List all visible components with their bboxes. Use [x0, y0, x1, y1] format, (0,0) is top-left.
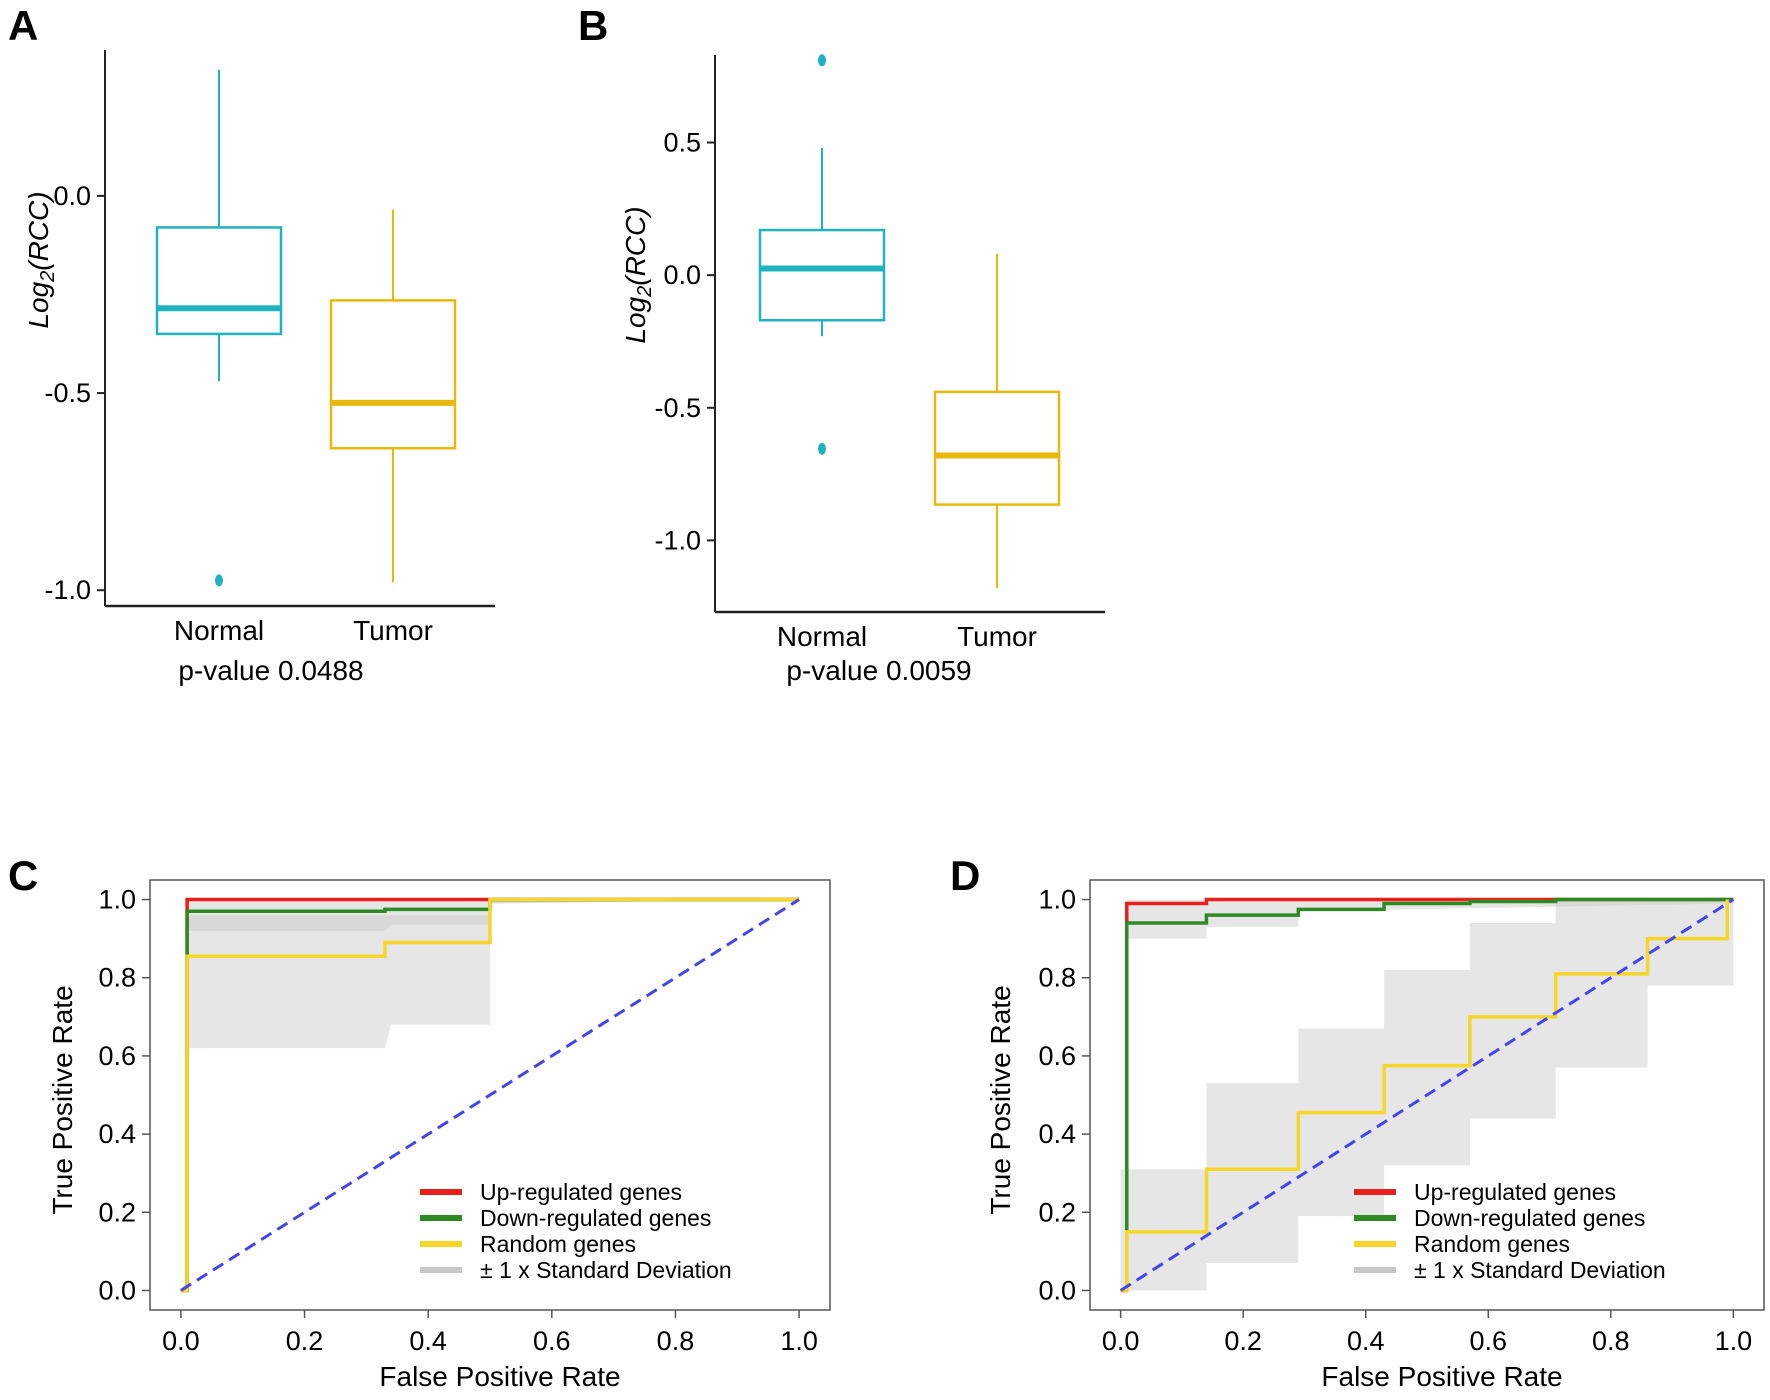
panel-d-y-tick-label: 0.2 — [1038, 1197, 1076, 1227]
panel-a-box-tumor — [329, 209, 457, 583]
panel-a-x-tick-label: Tumor — [353, 615, 433, 646]
panel-d-x-tick-label: 0.8 — [1592, 1326, 1630, 1356]
panel-a-box-normal — [155, 69, 283, 587]
panel-d-series-down-regulated-genes — [1120, 897, 1734, 1293]
panel-d-y-tick-label: 0.6 — [1038, 1041, 1076, 1071]
panel-c-y-axis-title: True Positive Rate — [47, 985, 78, 1214]
panel-c-x-tick-label: 0.8 — [657, 1326, 695, 1356]
panel-c-x-tick-label: 0.6 — [533, 1326, 571, 1356]
panel-c-label: C — [8, 852, 38, 899]
panel-c-x-tick-label: 1.0 — [780, 1326, 818, 1356]
outlier-point — [818, 442, 826, 455]
panel-d-series-diagonal — [1119, 898, 1735, 1292]
panel-d-x-tick-label: 0.0 — [1102, 1326, 1140, 1356]
panel-c-plot-area: 0.0 0.2 0.4 0.6 0.8 1.0 0.0 0.2 0.4 0.6 0.8 1.0 Up-r… — [98, 879, 831, 1356]
panel-c-y-tick-label: 0.0 — [98, 1275, 136, 1305]
panel-d-y-axis-title: True Positive Rate — [985, 985, 1016, 1214]
legend-entry: ± 1 x Standard Deviation — [480, 1257, 732, 1283]
legend-entry: Down-regulated genes — [480, 1205, 711, 1231]
box-iqr — [329, 299, 457, 450]
legend-entry: Up-regulated genes — [480, 1179, 682, 1205]
outlier-point — [215, 574, 223, 587]
legend-entry: Down-regulated genes — [1414, 1205, 1645, 1231]
panel-d-x-tick-label: 1.0 — [1715, 1326, 1753, 1356]
panel-c-std-band — [187, 899, 800, 931]
panel-d-y-tick-label: 0.8 — [1038, 963, 1076, 993]
panel-b-box-tumor — [933, 253, 1061, 589]
outlier-point — [818, 54, 826, 67]
legend-entry: ± 1 x Standard Deviation — [1414, 1257, 1666, 1283]
panel-a-y-axis-title: Log2(RCC) — [23, 191, 59, 328]
panel-c-y-tick-label: 0.4 — [98, 1119, 136, 1149]
panel-a-label: A — [8, 2, 38, 49]
box-iqr — [758, 228, 886, 322]
panel-c-y-tick-label: 0.6 — [98, 1041, 136, 1071]
panel-d-plot-area: 0.0 0.2 0.4 0.6 0.8 1.0 0.0 0.2 0.4 0.6 0.8 1.0 Up-r… — [1038, 879, 1765, 1356]
panel-a-plot-area: 0.0 -0.5 -1.0 Normal Tumor — [44, 50, 495, 646]
box-iqr — [155, 226, 283, 336]
panel-d-series-random-genes — [1120, 899, 1729, 1293]
panel-b-box-normal — [758, 54, 886, 455]
panel-d-x-tick-label: 0.2 — [1224, 1326, 1262, 1356]
panel-b-x-tick-label: Tumor — [957, 621, 1037, 652]
panel-d-label: D — [950, 852, 980, 899]
panel-a-y-tick-label: -1.0 — [44, 575, 91, 605]
panel-d-x-tick-label: 0.4 — [1347, 1326, 1385, 1356]
panel-c-y-tick-label: 0.2 — [98, 1197, 136, 1227]
panel-c-std-band — [187, 899, 800, 1049]
panel-c-x-tick-label: 0.0 — [162, 1326, 200, 1356]
box-iqr — [933, 390, 1061, 506]
panel-c-roc-plot: C 0.0 0.2 0.4 0.6 0.8 1.0 0.0 0.2 0.4 0.6 0.8 1.0 Up… — [8, 852, 831, 1392]
panel-d-plot-frame — [1089, 879, 1765, 1311]
panel-b-y-tick-label: 0.0 — [663, 260, 701, 290]
panel-a-p-value: p-value 0.0488 — [178, 655, 363, 686]
panel-b-y-tick-label: 0.5 — [663, 128, 701, 158]
panel-c-series-diagonal — [180, 898, 800, 1292]
panel-d-y-tick-label: 0.0 — [1038, 1275, 1076, 1305]
panel-c-series-random-genes — [180, 897, 800, 1293]
panel-b-p-value: p-value 0.0059 — [786, 655, 971, 686]
panel-a-box-plot: A 0.0 -0.5 -1.0 Normal Tumor Log2(RCC) p-val… — [8, 2, 495, 686]
panel-a-y-tick-label: -0.5 — [44, 378, 91, 408]
panel-d-y-tick-label: 1.0 — [1038, 885, 1076, 915]
panel-b-y-tick-label: -1.0 — [654, 525, 701, 555]
panel-b-y-tick-label: -0.5 — [654, 393, 701, 423]
panel-d-y-tick-label: 0.4 — [1038, 1119, 1076, 1149]
legend-entry: Random genes — [480, 1231, 636, 1257]
panel-c-x-tick-label: 0.4 — [409, 1326, 447, 1356]
panel-b-plot-area: 0.5 0.0 -0.5 -1.0 Normal Tumor — [654, 54, 1105, 652]
panel-d-std-band — [1126, 899, 1734, 939]
legend-entry: Random genes — [1414, 1231, 1570, 1257]
panel-d-x-axis-title: False Positive Rate — [1321, 1361, 1562, 1392]
panel-a-y-tick-label: 0.0 — [53, 181, 91, 211]
panel-b-x-tick-label: Normal — [777, 621, 867, 652]
panel-c-y-tick-label: 1.0 — [98, 885, 136, 915]
legend-entry: Up-regulated genes — [1414, 1179, 1616, 1205]
panel-c-plot-frame — [149, 879, 831, 1311]
panel-c-y-tick-label: 0.8 — [98, 963, 136, 993]
panel-c-x-tick-label: 0.2 — [286, 1326, 324, 1356]
panel-a-x-tick-label: Normal — [174, 615, 264, 646]
panel-b-box-plot: B 0.5 0.0 -0.5 -1.0 Normal Tumor Log2(RCC) p-… — [578, 2, 1105, 686]
panel-c-x-axis-title: False Positive Rate — [379, 1361, 620, 1392]
panel-d-roc-plot: D 0.0 0.2 0.4 0.6 0.8 1.0 0.0 0.2 0.4 0.6 0.8 1.0 Up… — [950, 852, 1765, 1392]
panel-b-y-axis-title: Log2(RCC) — [620, 206, 656, 343]
panel-d-x-tick-label: 0.6 — [1469, 1326, 1507, 1356]
panel-b-label: B — [578, 2, 608, 49]
